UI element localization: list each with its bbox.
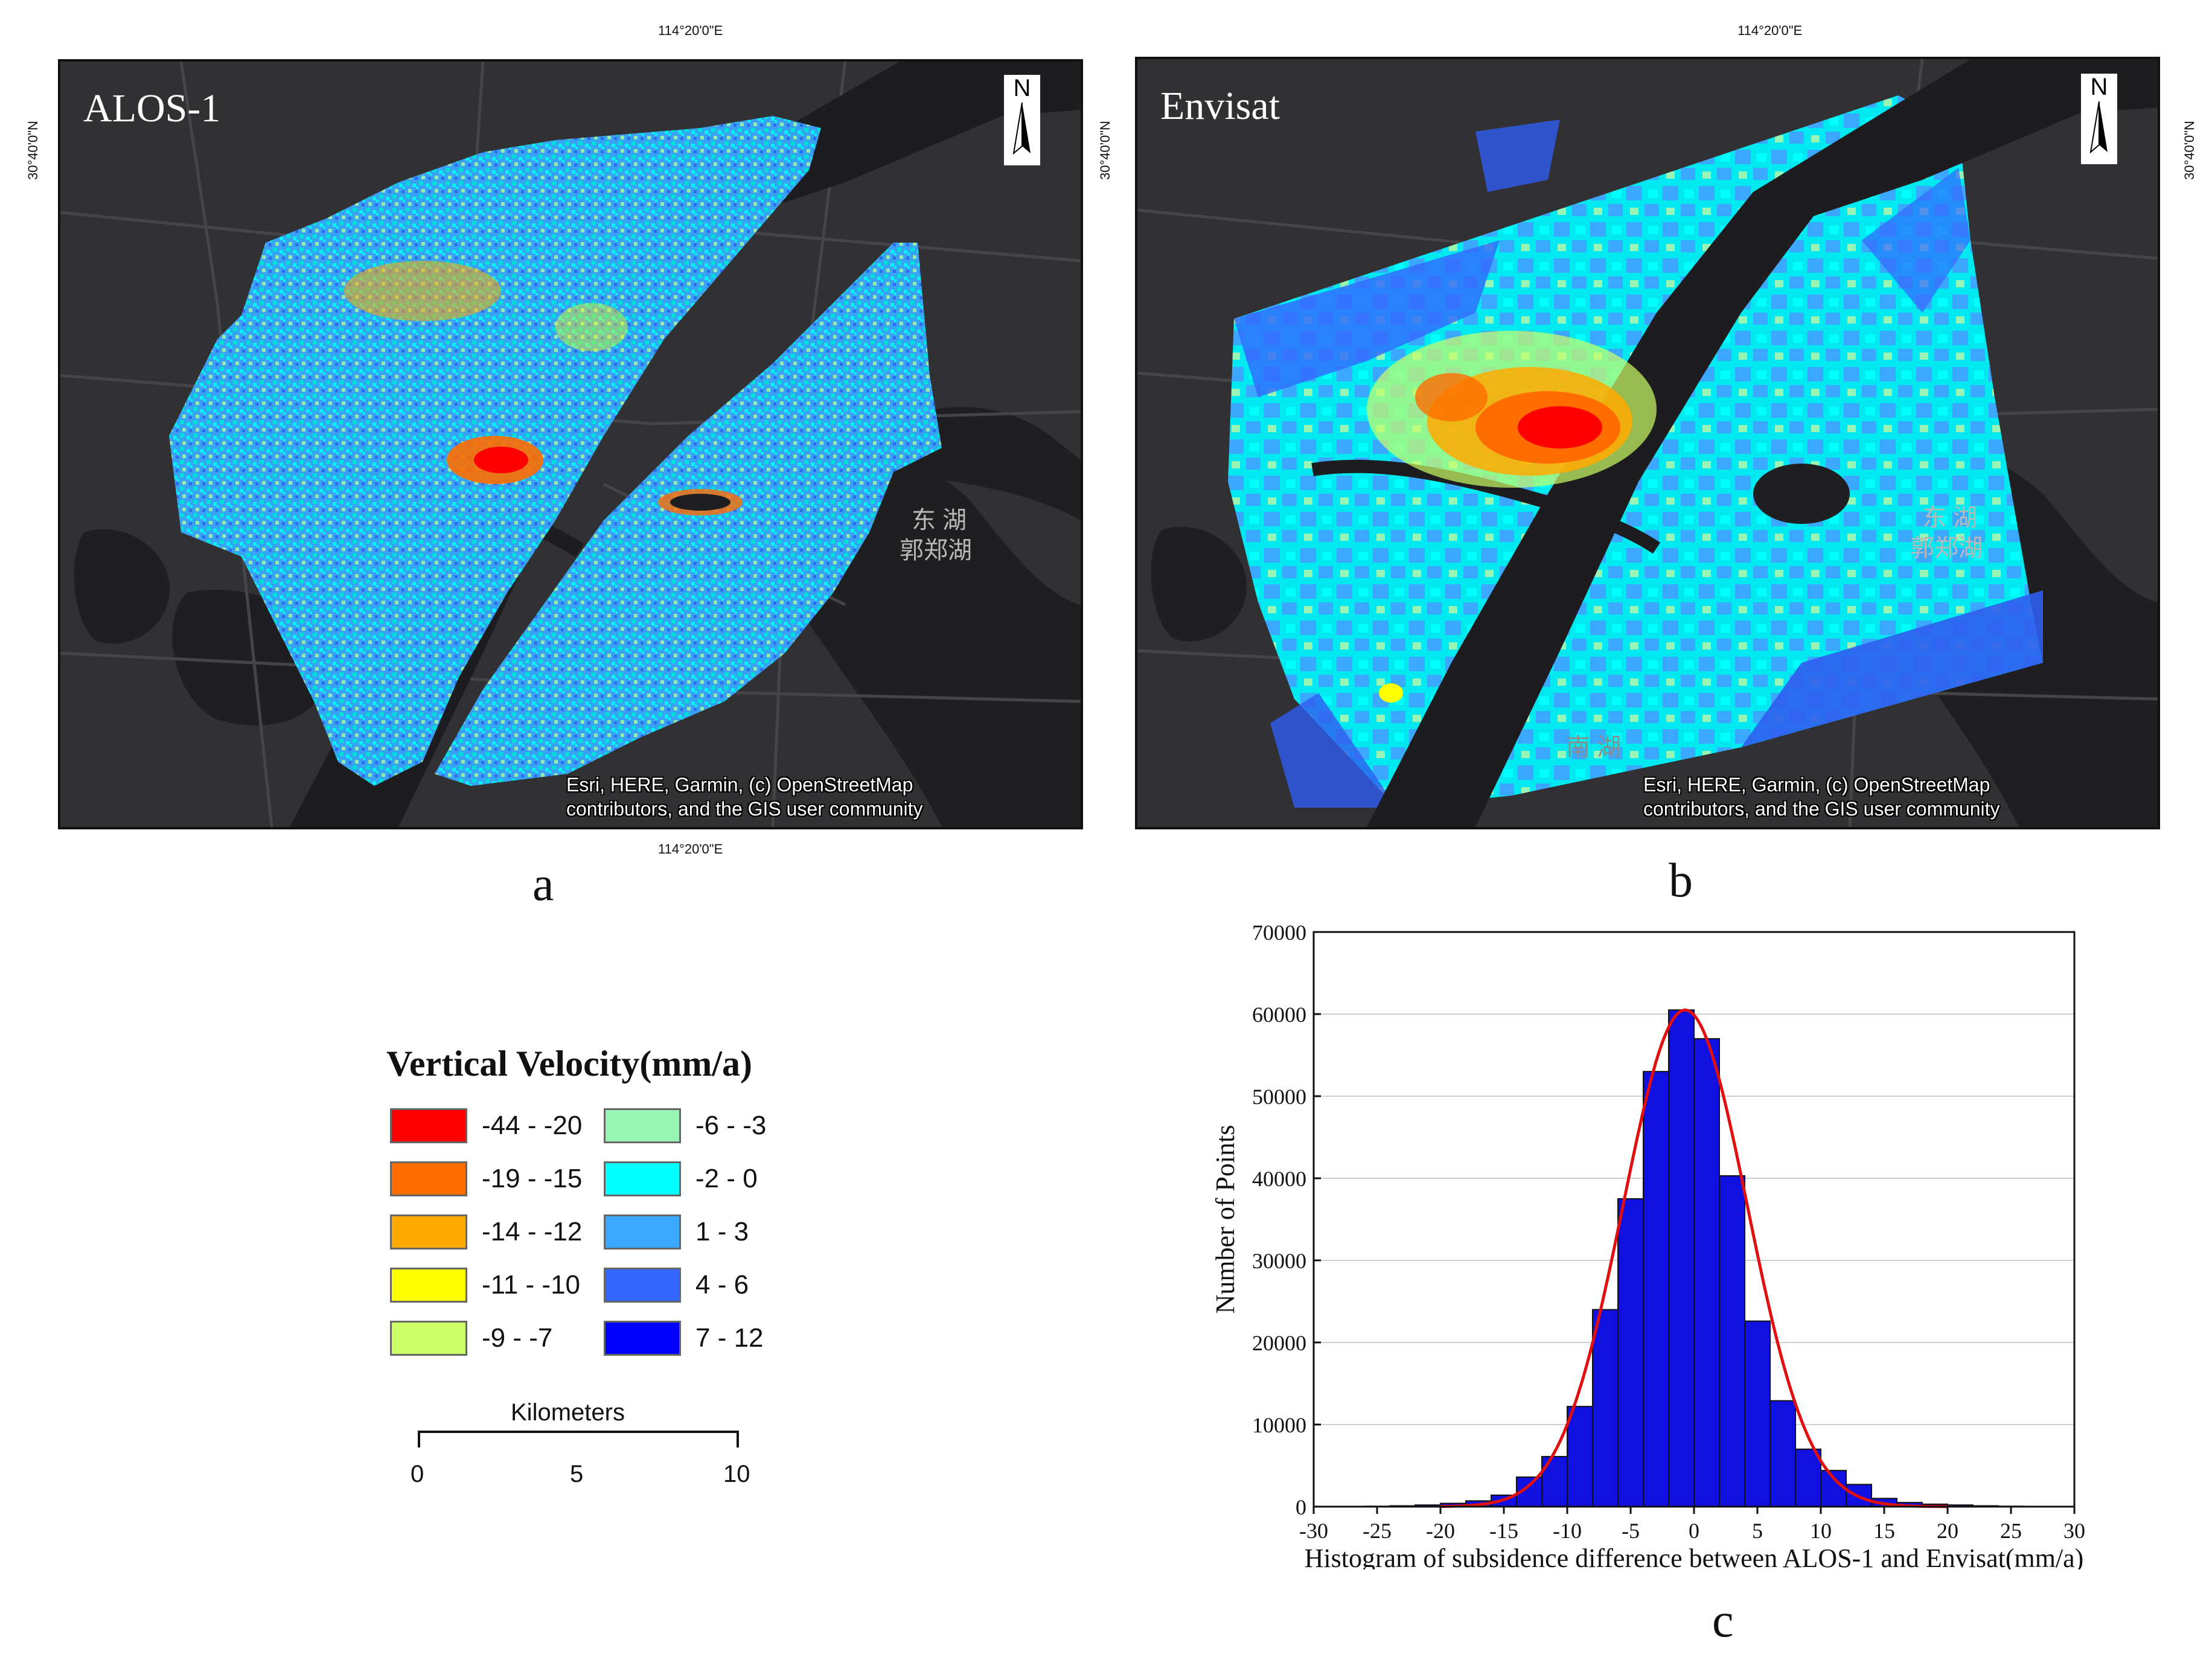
histogram-bar	[1567, 1406, 1593, 1508]
y-axis-ticks: 0 10000 20000 30000 40000 50000 60000 70000	[1252, 921, 1321, 1519]
y-tick-label: 0	[1296, 1495, 1306, 1519]
map-a-attribution-line1: Esri, HERE, Garmin, (c) OpenStreetMap	[566, 774, 913, 796]
x-tick-label: -30	[1299, 1519, 1328, 1543]
histogram-bar	[1643, 1071, 1669, 1507]
legend-swatch	[604, 1268, 681, 1303]
histogram-bar	[1592, 1309, 1619, 1507]
legend-swatch	[604, 1161, 681, 1196]
legend-label: -19 - -15	[482, 1164, 583, 1193]
legend-label: -11 - -10	[482, 1270, 581, 1300]
legend-swatch	[390, 1214, 467, 1250]
histogram-bars	[1364, 1009, 2024, 1508]
legend-label: -9 - -7	[482, 1323, 553, 1353]
legend-label: 7 - 12	[695, 1323, 764, 1353]
legend-swatch	[390, 1268, 467, 1303]
map-b-lat-left: 30°40'0"N	[1098, 121, 1113, 180]
legend-label: -14 - -12	[482, 1217, 583, 1246]
legend-label: -44 - -20	[482, 1111, 583, 1140]
map-b-sensor-label: Envisat	[1160, 84, 1280, 128]
legend-swatch	[604, 1108, 681, 1143]
x-tick-label: -20	[1426, 1519, 1455, 1543]
map-b-han-river	[1311, 459, 1661, 554]
map-panel-alos[interactable]: ALOS-1 N 东 湖 郭郑湖 Esri, HERE, Garmin, (c)…	[58, 59, 1083, 829]
legend-swatch	[390, 1108, 467, 1143]
x-tick-label: -5	[1622, 1519, 1640, 1543]
map-b-lake	[1151, 526, 1247, 642]
panel-letter-a: a	[532, 858, 554, 911]
map-a-lon-top: 114°20'0"E	[658, 23, 723, 38]
map-a-sensor-label: ALOS-1	[83, 86, 221, 130]
histogram-bar	[1668, 1009, 1695, 1507]
x-tick-label: 15	[1873, 1519, 1895, 1543]
legend-title: Vertical Velocity(mm/a)	[386, 1044, 752, 1084]
scale-bar-title: Kilometers	[511, 1399, 625, 1426]
map-a-lake-label-guozheng: 郭郑湖	[900, 537, 972, 564]
x-tick-label: -25	[1363, 1519, 1392, 1543]
panel-letter-c: c	[1712, 1594, 1734, 1647]
legend-swatch	[604, 1321, 681, 1356]
scale-bar-tick: 10	[723, 1461, 750, 1487]
map-a-lake	[74, 529, 170, 644]
histogram-bar	[1744, 1320, 1771, 1507]
map-a-lat-left: 30°40'0"N	[25, 121, 40, 180]
histogram-bar	[1693, 1038, 1720, 1508]
y-tick-label: 70000	[1252, 921, 1306, 945]
x-tick-label: 10	[1810, 1519, 1832, 1543]
map-panel-envisat[interactable]: Envisat N 东 湖 郭郑湖 南 湖 Esri, HERE, Garmin…	[1135, 57, 2160, 829]
map-b-attribution-line2: contributors, and the GIS user community	[1643, 798, 2000, 820]
scale-bar	[418, 1431, 739, 1447]
y-tick-label: 30000	[1252, 1249, 1306, 1273]
x-tick-label: 25	[2000, 1519, 2022, 1543]
histogram-bar	[1846, 1484, 1872, 1508]
x-tick-label: -10	[1553, 1519, 1582, 1543]
map-b-river	[1367, 59, 2158, 827]
map-a-lon-bottom: 114°20'0"E	[658, 841, 723, 857]
map-a-river	[290, 62, 1081, 827]
x-tick-label: 20	[1937, 1519, 1958, 1543]
map-b-lat-right: 30°40'0"N	[2182, 121, 2197, 180]
x-tick-label: 5	[1752, 1519, 1763, 1543]
map-b-lake-label-east: 东 湖	[1922, 505, 1978, 531]
map-b-lake-label-south: 南 湖	[1566, 734, 1622, 761]
north-arrow-letter: N	[1013, 75, 1031, 101]
histogram-bar	[1617, 1198, 1644, 1507]
map-b-attribution-line1: Esri, HERE, Garmin, (c) OpenStreetMap	[1643, 774, 1990, 796]
x-tick-label: 30	[2063, 1519, 2085, 1543]
legend-label: -2 - 0	[695, 1164, 758, 1193]
histogram-chart: 0 10000 20000 30000 40000 50000 60000 70000 -30…	[1210, 921, 2085, 1569]
y-axis-label: Number of Points	[1210, 1125, 1240, 1314]
legend-label: -6 - -3	[695, 1111, 767, 1140]
map-a-attribution-line2: contributors, and the GIS user community	[566, 798, 923, 820]
histogram-bar	[1719, 1175, 1745, 1508]
y-tick-label: 60000	[1252, 1003, 1306, 1027]
x-axis-ticks: -30 -25 -20 -15 -10 -5 0 5 10 15 20 25 30	[1299, 1507, 2085, 1543]
y-tick-label: 40000	[1252, 1167, 1306, 1191]
y-tick-label: 20000	[1252, 1331, 1306, 1355]
legend-swatch	[390, 1321, 467, 1356]
x-tick-label: 0	[1689, 1519, 1699, 1543]
scale-bar-tick: 5	[570, 1461, 584, 1487]
legend-swatch	[604, 1214, 681, 1250]
x-tick-label: -15	[1489, 1519, 1518, 1543]
normal-fit-curve	[1440, 1008, 1948, 1508]
histogram-bar	[1769, 1400, 1796, 1507]
map-a-lake-label-east: 东 湖	[912, 507, 967, 534]
north-arrow-icon: N	[1004, 75, 1040, 165]
map-b-lon-top: 114°20'0"E	[1737, 23, 1803, 38]
y-tick-label: 10000	[1252, 1413, 1306, 1437]
map-a-basemap	[60, 62, 1081, 827]
legend-label: 1 - 3	[695, 1217, 749, 1246]
map-b-lake-label-guozheng: 郭郑湖	[1910, 535, 1983, 561]
legend-swatch	[390, 1161, 467, 1196]
scale-bar-tick: 0	[411, 1461, 424, 1487]
histogram-bar	[1795, 1448, 1821, 1507]
north-arrow-letter: N	[2090, 74, 2108, 100]
panel-letter-b: b	[1669, 854, 1693, 907]
north-arrow-icon: N	[2081, 74, 2117, 164]
y-tick-label: 50000	[1252, 1085, 1306, 1109]
x-axis-label: Histogram of subsidence difference betwe…	[1305, 1543, 2084, 1569]
map-b-basemap	[1137, 59, 2158, 827]
legend-label: 4 - 6	[695, 1270, 749, 1300]
